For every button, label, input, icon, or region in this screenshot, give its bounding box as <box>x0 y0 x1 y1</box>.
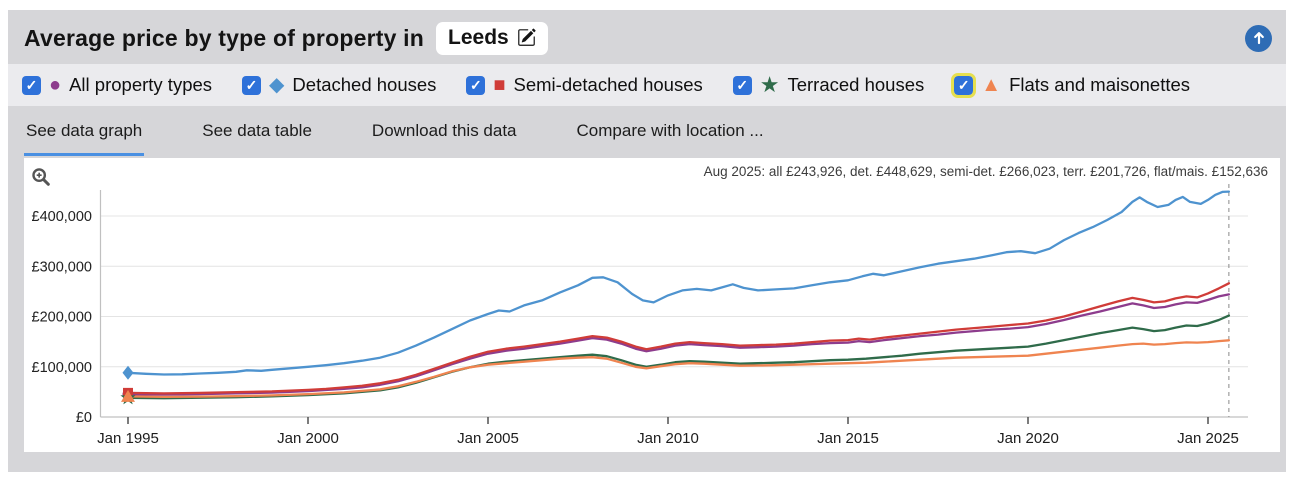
tab-see-data-table[interactable]: See data table <box>202 121 312 140</box>
circle-marker-icon: ● <box>49 74 62 96</box>
checkbox-semi-detached-houses[interactable]: ✓ <box>466 75 486 95</box>
legend-item-semi-detached-houses: ✓ ■ Semi-detached houses <box>466 74 703 96</box>
latest-values-annotation: Aug 2025: all £243,926, det. £448,629, s… <box>703 164 1268 179</box>
legend-item-terraced-houses: ✓ ★ Terraced houses <box>732 72 925 97</box>
square-marker-icon: ■ <box>493 74 506 96</box>
svg-text:Jan 2015: Jan 2015 <box>817 430 879 447</box>
property-price-widget: Average price by type of property in Lee… <box>8 10 1286 472</box>
svg-text:Jan 1995: Jan 1995 <box>97 430 159 447</box>
legend-label: Terraced houses <box>787 74 925 95</box>
location-label: Leeds <box>448 25 509 49</box>
page-title: Average price by type of property in <box>24 24 425 51</box>
svg-text:£300,000: £300,000 <box>32 259 92 275</box>
price-chart-svg: £0 £100,000 £200,000 £300,000 £400,000 Jan 19… <box>32 184 1248 447</box>
svg-text:£100,000: £100,000 <box>32 360 92 376</box>
chart-card: Aug 2025: all £243,926, det. £448,629, s… <box>24 158 1280 452</box>
legend-item-detached-houses: ✓ ◆ Detached houses <box>242 74 436 96</box>
checkbox-all-property-types[interactable]: ✓ <box>22 75 41 95</box>
triangle-marker-icon: ▲ <box>981 74 1002 96</box>
title-row: Average price by type of property in Lee… <box>8 10 1286 62</box>
svg-text:£400,000: £400,000 <box>32 209 92 225</box>
legend-item-flats-and-maisonettes: ✓ ▲ Flats and maisonettes <box>951 72 1191 98</box>
tab-see-data-graph[interactable]: See data graph <box>24 106 145 156</box>
checkbox-terraced-houses[interactable]: ✓ <box>732 75 752 95</box>
legend-label: Semi-detached houses <box>513 74 703 95</box>
svg-text:Jan 2000: Jan 2000 <box>277 430 339 447</box>
legend-label: Flats and maisonettes <box>1009 74 1191 95</box>
tab-compare-with-location[interactable]: Compare with location ... <box>576 121 764 140</box>
series-legend: ✓ ● All property types ✓ ◆ Detached hous… <box>8 64 1286 106</box>
svg-text:£0: £0 <box>76 410 92 426</box>
up-arrow-icon <box>1251 30 1267 46</box>
legend-item-all-property-types: ✓ ● All property types <box>22 74 212 96</box>
checkbox-detached-houses[interactable]: ✓ <box>242 75 262 95</box>
legend-label: All property types <box>69 74 213 95</box>
location-button[interactable]: Leeds <box>436 21 548 55</box>
svg-text:Jan 2025: Jan 2025 <box>1177 430 1239 447</box>
diamond-marker-icon: ◆ <box>269 74 285 96</box>
checkbox-flats-and-maisonettes[interactable]: ✓ <box>951 72 977 98</box>
zoom-chart-icon[interactable] <box>30 166 52 193</box>
svg-text:£200,000: £200,000 <box>32 310 92 326</box>
star-marker-icon: ★ <box>759 72 780 97</box>
legend-label: Detached houses <box>292 74 437 95</box>
back-to-top-button[interactable] <box>1245 24 1272 52</box>
edit-location-icon[interactable] <box>517 28 536 47</box>
svg-text:Jan 2005: Jan 2005 <box>457 430 519 447</box>
tab-bar: See data graph See data table Download t… <box>8 106 1286 156</box>
svg-text:Jan 2020: Jan 2020 <box>997 430 1059 447</box>
svg-text:Jan 2010: Jan 2010 <box>637 430 699 447</box>
tab-download-this-data[interactable]: Download this data <box>371 121 517 140</box>
